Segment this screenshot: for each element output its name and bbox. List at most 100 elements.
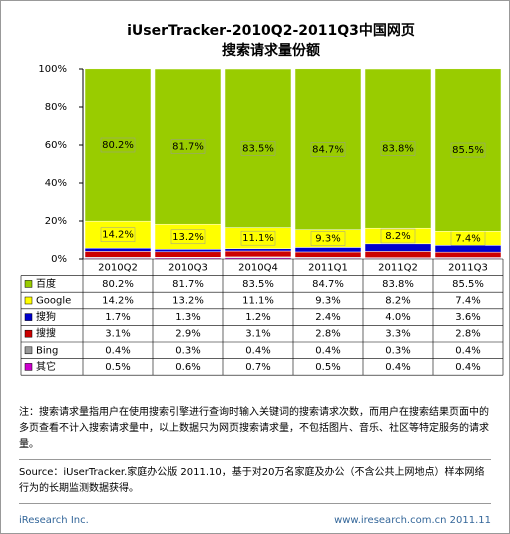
bar-segment xyxy=(154,249,222,253)
legend-label: Bing xyxy=(36,345,58,356)
legend-label: 搜搜 xyxy=(36,327,56,340)
table-value: 0.4% xyxy=(385,362,410,373)
table-value: 83.5% xyxy=(242,279,274,290)
note: 注：搜索请求量指用户在使用搜索引擎进行查询时输入关键词的搜索请求次数，而用户在搜… xyxy=(19,405,491,460)
bar-segment xyxy=(294,251,362,258)
y-tick-label: 60% xyxy=(45,140,67,151)
label-box xyxy=(380,228,416,244)
bar-segment xyxy=(84,247,152,252)
bar-segment xyxy=(154,251,222,258)
label-box xyxy=(170,229,206,245)
bar-segment xyxy=(224,250,292,258)
table-value: 11.1% xyxy=(242,296,274,307)
label-box xyxy=(170,139,206,154)
bar-segment xyxy=(434,251,502,258)
table-value: 0.4% xyxy=(315,345,340,356)
table-value: 0.3% xyxy=(385,345,410,356)
table-value: 7.4% xyxy=(455,296,480,307)
table-value: 0.7% xyxy=(245,362,270,373)
data-label: 80.2% xyxy=(102,140,134,151)
table-value: 14.2% xyxy=(102,296,134,307)
table-value: 0.5% xyxy=(105,362,130,373)
table-value: 9.3% xyxy=(315,296,340,307)
data-label: 11.1% xyxy=(242,233,274,244)
bar-segment xyxy=(84,251,152,258)
label-box xyxy=(240,230,276,246)
table-value: 3.1% xyxy=(245,329,270,340)
label-box xyxy=(310,142,346,157)
table-value: 2.4% xyxy=(315,312,340,323)
data-label: 83.8% xyxy=(382,144,414,155)
y-tick-label: 0% xyxy=(51,254,67,265)
label-box xyxy=(380,141,416,156)
label-box xyxy=(450,142,486,158)
data-label: 9.3% xyxy=(315,234,340,245)
data-label: 7.4% xyxy=(455,233,480,244)
bar-segment xyxy=(434,245,502,253)
bar-segment xyxy=(364,243,432,252)
label-box xyxy=(240,141,276,156)
data-label: 85.5% xyxy=(452,145,484,156)
legend-swatch xyxy=(24,280,33,288)
data-label: 84.7% xyxy=(312,144,344,155)
table-value: 0.4% xyxy=(245,345,270,356)
x-tick-label: 2011Q2 xyxy=(378,262,418,273)
y-tick-label: 40% xyxy=(45,178,67,189)
table-value: 2.8% xyxy=(315,329,340,340)
table-value: 0.4% xyxy=(105,345,130,356)
y-tick-label: 100% xyxy=(38,64,67,75)
table-value: 84.7% xyxy=(312,279,344,290)
table-value: 13.2% xyxy=(172,296,204,307)
y-tick-label: 80% xyxy=(45,102,67,113)
table-value: 0.4% xyxy=(455,362,480,373)
table-value: 3.1% xyxy=(105,329,130,340)
chart: iUserTracker-2010Q2-2011Q3中国网页 搜索请求量份额 0… xyxy=(20,22,504,376)
footer-right: www.iresearch.com.cn 2011.11 xyxy=(334,515,491,526)
table-value: 81.7% xyxy=(172,279,204,290)
table-value: 0.6% xyxy=(175,362,200,373)
bar-segment xyxy=(364,251,432,258)
table-value: 0.5% xyxy=(315,362,340,373)
table-value: 85.5% xyxy=(452,279,484,290)
footer-left: iResearch Inc. xyxy=(19,515,89,526)
legend-swatch xyxy=(24,363,33,371)
data-label: 14.2% xyxy=(102,230,134,241)
table-value: 0.4% xyxy=(455,345,480,356)
table-value: 80.2% xyxy=(102,279,134,290)
data-label: 8.2% xyxy=(385,231,410,242)
table-value: 3.3% xyxy=(385,329,410,340)
x-tick-label: 2010Q2 xyxy=(98,262,138,273)
x-tick-label: 2011Q1 xyxy=(308,262,348,273)
legend-swatch xyxy=(24,329,33,338)
table-value: 2.8% xyxy=(455,329,480,340)
x-tick-label: 2010Q3 xyxy=(168,262,208,273)
legend-swatch xyxy=(24,296,33,305)
label-box xyxy=(310,231,346,246)
legend-label: 其它 xyxy=(36,360,56,373)
table-value: 83.8% xyxy=(382,279,414,290)
legend-label: Google xyxy=(36,296,71,307)
table-value: 0.3% xyxy=(175,345,200,356)
table-value: 1.7% xyxy=(105,312,130,323)
table-value: 8.2% xyxy=(385,296,410,307)
table-value: 1.3% xyxy=(175,312,200,323)
x-tick-label: 2011Q3 xyxy=(448,262,488,273)
chart-title: iUserTracker-2010Q2-2011Q3中国网页 xyxy=(127,22,415,39)
chart-title: 搜索请求量份额 xyxy=(222,42,320,59)
data-label: 13.2% xyxy=(172,232,204,243)
bar-segment xyxy=(224,248,292,252)
legend-swatch xyxy=(24,346,33,355)
bar-segment xyxy=(294,247,362,253)
x-tick-label: 2010Q4 xyxy=(238,262,278,273)
legend-label: 搜狗 xyxy=(36,310,56,323)
table-value: 2.9% xyxy=(175,329,200,340)
data-label: 83.5% xyxy=(242,143,274,154)
legend-swatch xyxy=(24,313,33,321)
source: Source：iUserTracker.家庭办公版 2011.10，基于对20万… xyxy=(19,465,491,504)
data-label: 81.7% xyxy=(172,142,204,153)
table-value: 1.2% xyxy=(245,312,270,323)
label-box xyxy=(100,137,136,153)
legend-label: 百度 xyxy=(36,277,56,290)
table-value: 4.0% xyxy=(385,312,410,323)
